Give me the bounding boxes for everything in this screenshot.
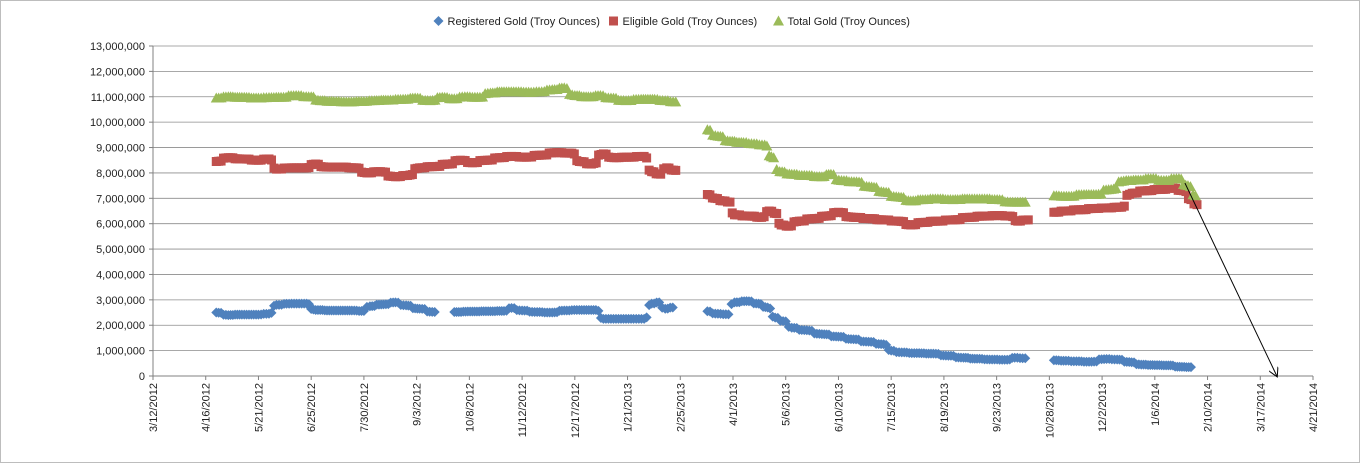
x-tick-label: 5/21/2012 xyxy=(253,383,265,432)
legend-label: Total Gold (Troy Ounces) xyxy=(788,16,910,28)
y-tick-label: 5,000,000 xyxy=(96,244,145,256)
data-point-fill xyxy=(569,149,579,159)
y-tick-label: 0 xyxy=(139,371,145,383)
x-tick-label: 10/8/2012 xyxy=(464,383,476,432)
legend-entry: Registered Gold (Troy Ounces) xyxy=(433,16,600,28)
x-tick-label: 12/2/2013 xyxy=(1097,383,1109,432)
data-point-fill xyxy=(591,158,601,168)
legend-entry: Eligible Gold (Troy Ounces) xyxy=(609,16,757,28)
series-layer xyxy=(210,82,1202,373)
y-tick-label: 2,000,000 xyxy=(96,320,145,332)
x-tick-label: 5/6/2013 xyxy=(781,383,793,426)
x-tick-label: 3/17/2014 xyxy=(1255,383,1267,432)
data-point-fill xyxy=(759,212,769,222)
data-point-fill xyxy=(642,153,652,163)
legend-marker xyxy=(433,16,444,26)
data-point-fill xyxy=(1181,187,1191,197)
data-point xyxy=(1185,362,1196,373)
legend-marker xyxy=(609,16,618,26)
data-point-fill xyxy=(267,155,277,165)
chart-legend: Registered Gold (Troy Ounces) Eligible Go… xyxy=(433,15,910,28)
x-tick-label: 3/12/2012 xyxy=(148,383,160,432)
data-point xyxy=(772,209,782,219)
data-point xyxy=(656,169,666,179)
x-tick-label: 8/19/2013 xyxy=(939,383,951,432)
data-point xyxy=(667,302,678,313)
x-tick-label: 11/12/2012 xyxy=(517,383,529,437)
x-tick-label: 6/25/2012 xyxy=(306,383,318,432)
data-point-fill xyxy=(1110,183,1122,194)
data-point xyxy=(723,309,734,320)
x-tick-label: 4/16/2012 xyxy=(201,383,213,432)
y-tick-label: 1,000,000 xyxy=(96,346,145,358)
x-tick-label: 1/6/2014 xyxy=(1150,383,1162,426)
x-tick-label: 7/30/2012 xyxy=(359,383,371,432)
y-tick-label: 12,000,000 xyxy=(90,66,145,78)
y-tick-label: 11,000,000 xyxy=(91,92,145,104)
data-point xyxy=(429,307,440,318)
y-tick-label: 6,000,000 xyxy=(96,219,145,231)
data-point xyxy=(1192,200,1202,210)
y-tick-label: 7,000,000 xyxy=(96,193,145,205)
y-tick-label: 10,000,000 xyxy=(90,117,145,129)
data-point xyxy=(671,165,681,175)
x-tick-label: 9/23/2013 xyxy=(992,383,1004,432)
legend-marker xyxy=(773,15,784,26)
x-tick-label: 9/3/2012 xyxy=(412,383,424,426)
data-point xyxy=(1020,353,1031,364)
x-tick-label: 2/25/2013 xyxy=(675,383,687,432)
x-tick-label: 4/21/2014 xyxy=(1308,383,1320,432)
y-tick-label: 13,000,000 xyxy=(90,41,145,53)
series-triangle-group xyxy=(210,82,1201,207)
series-diamond-group xyxy=(211,296,1196,373)
x-tick-label: 10/28/2013 xyxy=(1044,383,1056,438)
trend-arrow xyxy=(1184,182,1277,376)
data-point xyxy=(1189,190,1201,201)
x-tick-label: 7/15/2013 xyxy=(886,383,898,432)
legend-label: Eligible Gold (Troy Ounces) xyxy=(623,16,758,28)
annotation-layer xyxy=(1184,182,1277,376)
y-tick-label: 8,000,000 xyxy=(96,168,145,180)
data-point-fill xyxy=(1119,201,1129,211)
data-point-fill xyxy=(765,303,776,314)
y-tick-label: 3,000,000 xyxy=(96,295,145,307)
x-tick-label: 6/10/2013 xyxy=(833,383,845,432)
data-point xyxy=(1019,196,1031,207)
data-point-fill xyxy=(761,140,773,151)
data-point-fill xyxy=(407,170,417,180)
data-point xyxy=(670,96,682,107)
x-tick-label: 2/10/2014 xyxy=(1203,383,1215,432)
data-point xyxy=(1023,215,1033,225)
y-tick-label: 4,000,000 xyxy=(96,269,145,281)
data-point-fill xyxy=(641,312,652,323)
x-axis: 3/12/2012 4/16/2012 5/21/2012 6/25/2012 7/30… xyxy=(148,375,1320,438)
series-square-group xyxy=(211,148,1202,231)
data-point xyxy=(725,197,735,207)
y-axis: 0 1,000,000 2,000,000 3,000,000 4,000,000 5,0… xyxy=(90,41,154,383)
x-tick-label: 1/21/2013 xyxy=(623,383,635,432)
legend-entry: Total Gold (Troy Ounces) xyxy=(773,15,910,28)
y-tick-label: 9,000,000 xyxy=(96,143,145,155)
legend-label: Registered Gold (Troy Ounces) xyxy=(448,16,600,28)
data-point xyxy=(768,152,780,163)
x-tick-label: 12/17/2012 xyxy=(570,383,582,438)
x-tick-label: 4/1/2013 xyxy=(728,383,740,426)
